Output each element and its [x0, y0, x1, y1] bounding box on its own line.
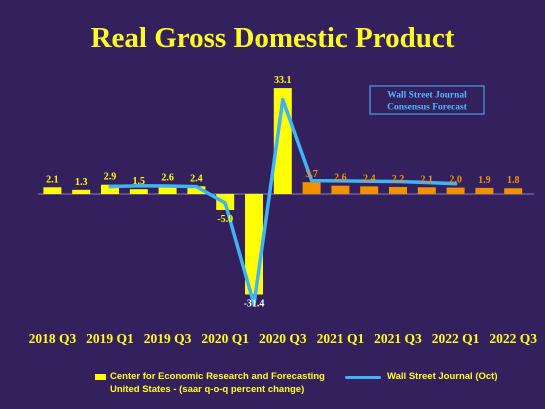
- data-label-2021-q2: 2.4: [363, 173, 376, 184]
- data-label-2020-q4: 3.7: [305, 169, 318, 180]
- value-label-group: 2.1 1.3 2.9 1.5 2.6 2.4 -5.0 -31.4 33.1 3.7 2.6 2.4…: [46, 75, 519, 309]
- x-tick-label: 2021 Q3: [374, 331, 422, 346]
- chart-title: Real Gross Domestic Product: [90, 22, 455, 54]
- x-tick-label: 2019 Q1: [86, 331, 134, 346]
- data-label-2021-q3: 2.2: [392, 174, 405, 185]
- legend-line-label: Wall Street Journal (Oct): [387, 371, 498, 382]
- data-label-2021-q1: 2.6: [334, 173, 347, 184]
- bar-2021-q4: [417, 187, 436, 194]
- data-label-2019-q3: 2.6: [161, 173, 174, 184]
- data-label-2018-q4: 1.3: [75, 177, 88, 188]
- bar-group: [43, 88, 523, 295]
- bar-2018-q3: [43, 187, 62, 194]
- bar-2021-q1: [331, 185, 350, 194]
- legend-bar-label-1: Center for Economic Research and Forecas…: [110, 371, 325, 382]
- bar-2018-q4: [72, 189, 91, 194]
- legend-line-swatch: [345, 376, 381, 379]
- bar-2021-q2: [360, 186, 379, 194]
- wsj-annotation-line1: Wall Street Journal: [387, 91, 467, 101]
- x-tick-label: 2021 Q1: [317, 331, 365, 346]
- bar-2019-q2: [129, 189, 148, 194]
- data-label-2022-q2: 1.9: [478, 175, 491, 186]
- legend: Center for Economic Research and Forecas…: [0, 369, 545, 405]
- x-tick-label: 2022 Q3: [489, 331, 537, 346]
- bar-2022-q1: [446, 187, 465, 194]
- data-label-2019-q1: 2.9: [104, 172, 117, 183]
- wsj-annotation-line2: Consensus Forecast: [387, 103, 468, 113]
- bar-2019-q4: [187, 186, 206, 194]
- x-tick-label: 2020 Q1: [201, 331, 249, 346]
- data-label-2022-q1: 2.0: [449, 175, 462, 186]
- data-label-2021-q4: 2.1: [421, 174, 434, 185]
- data-label-2019-q2: 1.5: [133, 176, 146, 187]
- wsj-annotation-box: [369, 85, 485, 115]
- data-label-2020-q3: 33.1: [274, 75, 292, 86]
- x-tick-label: 2019 Q3: [144, 331, 192, 346]
- wsj-annotation: Wall Street Journal Consensus Forecast: [369, 85, 485, 115]
- wsj-forecast-line: [108, 97, 458, 307]
- legend-bar-label-2: United States - (saar q-o-q percent chan…: [110, 384, 305, 395]
- bar-2022-q2: [475, 187, 494, 194]
- data-label-2022-q3: 1.8: [507, 175, 520, 186]
- data-label-2018-q3: 2.1: [46, 174, 59, 185]
- bar-2022-q3: [504, 188, 523, 194]
- bar-2021-q3: [389, 186, 407, 194]
- x-tick-label: 2020 Q3: [259, 331, 307, 346]
- data-label-2020-q1: -5.0: [217, 214, 233, 225]
- wsj-line-group: [108, 97, 458, 307]
- bar-2020-q4: [302, 182, 321, 194]
- data-label-2019-q4: 2.4: [190, 173, 203, 184]
- plot-area: 2.1 1.3 2.9 1.5 2.6 2.4 -5.0 -31.4 33.1 3.7 2.6 2.4…: [29, 75, 538, 346]
- x-tick-label-group: 2018 Q3 2019 Q1 2019 Q3 2020 Q1 2020 Q3 2021 …: [29, 331, 538, 346]
- x-tick-label: 2018 Q3: [29, 331, 77, 346]
- bar-2019-q3: [158, 185, 177, 194]
- legend-bar-swatch: [95, 374, 106, 380]
- bar-2019-q1: [101, 184, 119, 194]
- data-label-2020-q2: -31.4: [244, 298, 265, 309]
- x-tick-label: 2022 Q1: [432, 331, 480, 346]
